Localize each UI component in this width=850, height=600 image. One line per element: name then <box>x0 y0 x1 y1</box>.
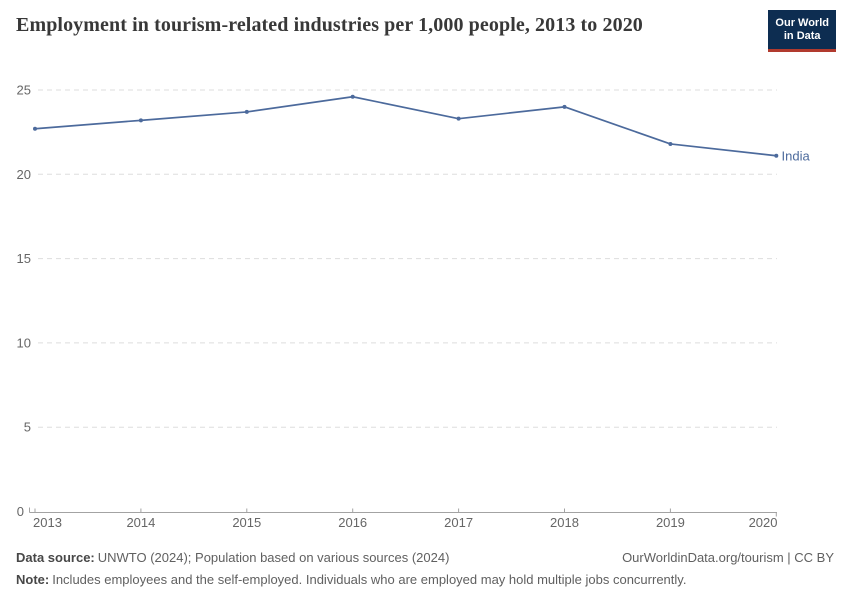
x-axis-tick-label: 2016 <box>338 515 367 530</box>
chart-title: Employment in tourism-related industries… <box>16 14 643 36</box>
y-axis-tick-label: 15 <box>17 251 31 266</box>
data-point <box>774 153 779 158</box>
owid-logo-line1: Our World <box>775 17 829 29</box>
owid-logo-line2: in Data <box>783 30 821 42</box>
y-axis-tick-label: 5 <box>24 420 31 435</box>
x-axis-tick-label: 2020 <box>749 515 778 530</box>
data-point <box>244 109 249 114</box>
y-axis-tick-label: 25 <box>17 83 31 98</box>
chart-footer: Data source: UNWTO (2024); Population bas… <box>16 550 834 588</box>
x-axis-tick-label: 2013 <box>33 515 62 530</box>
x-axis-tick-label: 2015 <box>232 515 261 530</box>
data-point <box>350 94 355 99</box>
y-axis-tick-label: 0 <box>17 504 24 519</box>
owid-logo: Our World in Data <box>768 10 836 52</box>
data-source-text: UNWTO (2024); Population based on variou… <box>97 550 450 565</box>
note-line: Note: Includes employees and the self-emp… <box>16 572 834 588</box>
data-point <box>33 126 37 131</box>
y-axis-tick-label: 10 <box>17 335 31 350</box>
series-end-label: India <box>782 148 811 163</box>
note-text: Includes employees and the self-employed… <box>52 572 687 587</box>
data-source-line: Data source: UNWTO (2024); Population bas… <box>16 550 449 566</box>
note-label: Note: <box>16 572 50 587</box>
data-source-label: Data source: <box>16 550 95 565</box>
x-axis-tick-label: 2014 <box>126 515 155 530</box>
series-line-india <box>34 95 778 157</box>
x-axis-tick-label: 2017 <box>444 515 473 530</box>
data-point <box>456 116 461 121</box>
data-point <box>668 141 673 146</box>
attribution-text: OurWorldinData.org/tourism | CC BY <box>622 550 834 565</box>
y-axis-tick-label: 20 <box>17 167 31 182</box>
x-axis-tick-label: 2018 <box>550 515 579 530</box>
data-point <box>138 118 143 123</box>
x-axis-tick-label: 2019 <box>656 515 685 530</box>
data-point <box>562 104 567 109</box>
